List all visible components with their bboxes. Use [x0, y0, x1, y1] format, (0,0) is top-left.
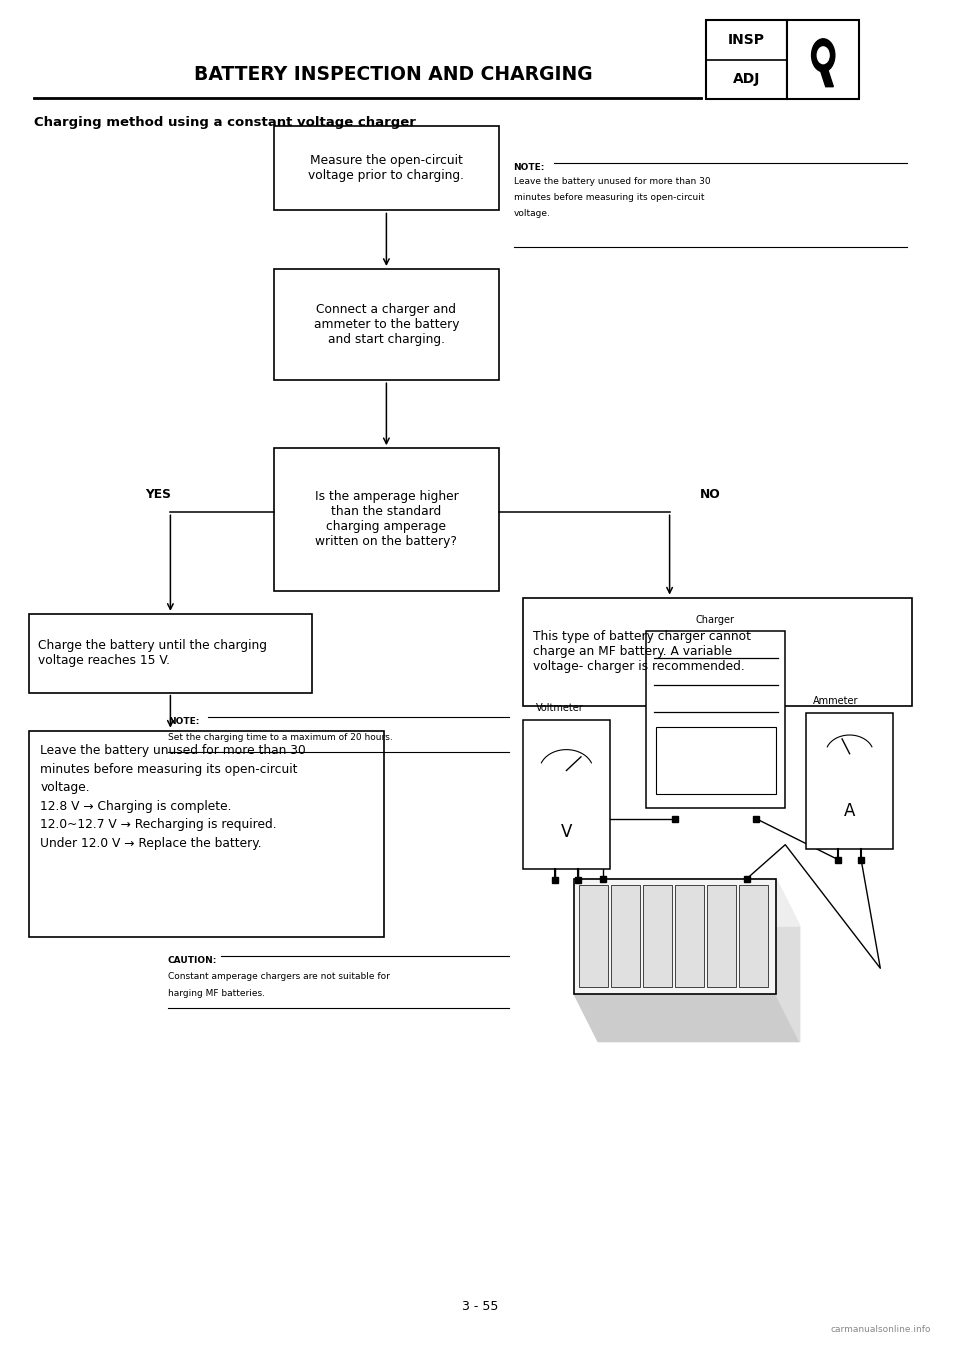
Bar	[29, 614, 312, 693]
Text: harging MF batteries.: harging MF batteries.	[168, 989, 265, 998]
Text: A: A	[844, 801, 855, 820]
Text: Leave the battery unused for more than 30: Leave the battery unused for more than 3…	[514, 177, 710, 186]
Bar	[707, 885, 736, 987]
Text: NO: NO	[700, 489, 721, 501]
Polygon shape	[820, 68, 833, 87]
Text: INSP: INSP	[728, 33, 765, 48]
Polygon shape	[776, 879, 800, 1042]
Bar	[29, 731, 384, 937]
Polygon shape	[574, 994, 800, 1042]
Bar	[646, 631, 785, 808]
Text: Set the charging time to a maximum of 20 hours.: Set the charging time to a maximum of 20…	[168, 733, 393, 743]
Text: NOTE:: NOTE:	[168, 717, 200, 727]
Text: Voltmeter: Voltmeter	[536, 703, 584, 713]
Circle shape	[817, 48, 829, 64]
Text: This type of battery charger cannot
charge an MF battery. A variable
voltage- ch: This type of battery charger cannot char…	[533, 630, 751, 674]
Bar	[611, 885, 640, 987]
Text: Measure the open-circuit
voltage prior to charging.: Measure the open-circuit voltage prior t…	[308, 155, 465, 182]
Text: ADJ: ADJ	[732, 72, 760, 87]
Bar	[579, 885, 608, 987]
Text: BATTERY INSPECTION AND CHARGING: BATTERY INSPECTION AND CHARGING	[194, 65, 593, 84]
Bar	[274, 269, 499, 380]
Bar	[523, 720, 610, 869]
Text: Constant amperage chargers are not suitable for: Constant amperage chargers are not suita…	[168, 972, 390, 982]
Text: NOTE:: NOTE:	[514, 163, 545, 172]
Bar	[656, 728, 776, 794]
Text: carmanualsonline.info: carmanualsonline.info	[830, 1324, 931, 1334]
Bar	[574, 879, 776, 994]
Bar	[675, 885, 704, 987]
Bar	[523, 598, 912, 706]
Circle shape	[811, 39, 835, 72]
Bar	[706, 20, 787, 99]
Bar	[643, 885, 672, 987]
Text: YES: YES	[146, 489, 171, 501]
Text: Leave the battery unused for more than 30
minutes before measuring its open-circ: Leave the battery unused for more than 3…	[40, 744, 306, 850]
Text: CAUTION:: CAUTION:	[168, 956, 217, 966]
Text: V: V	[561, 823, 572, 841]
Bar	[787, 20, 859, 99]
Text: Charge the battery until the charging
voltage reaches 15 V.: Charge the battery until the charging vo…	[38, 640, 268, 667]
Text: minutes before measuring its open-circuit: minutes before measuring its open-circui…	[514, 193, 704, 202]
Bar	[274, 448, 499, 591]
Text: Charging method using a constant voltage charger: Charging method using a constant voltage…	[34, 115, 416, 129]
Polygon shape	[574, 879, 800, 926]
Text: Charger: Charger	[696, 615, 734, 625]
Bar	[739, 885, 768, 987]
Text: 3 - 55: 3 - 55	[462, 1300, 498, 1313]
Text: Is the amperage higher
than the standard
charging amperage
written on the batter: Is the amperage higher than the standard…	[315, 490, 458, 549]
Text: Connect a charger and
ammeter to the battery
and start charging.: Connect a charger and ammeter to the bat…	[314, 303, 459, 346]
Text: voltage.: voltage.	[514, 209, 550, 219]
Text: Ammeter: Ammeter	[812, 697, 858, 706]
Bar	[806, 713, 893, 849]
Bar	[274, 126, 499, 210]
